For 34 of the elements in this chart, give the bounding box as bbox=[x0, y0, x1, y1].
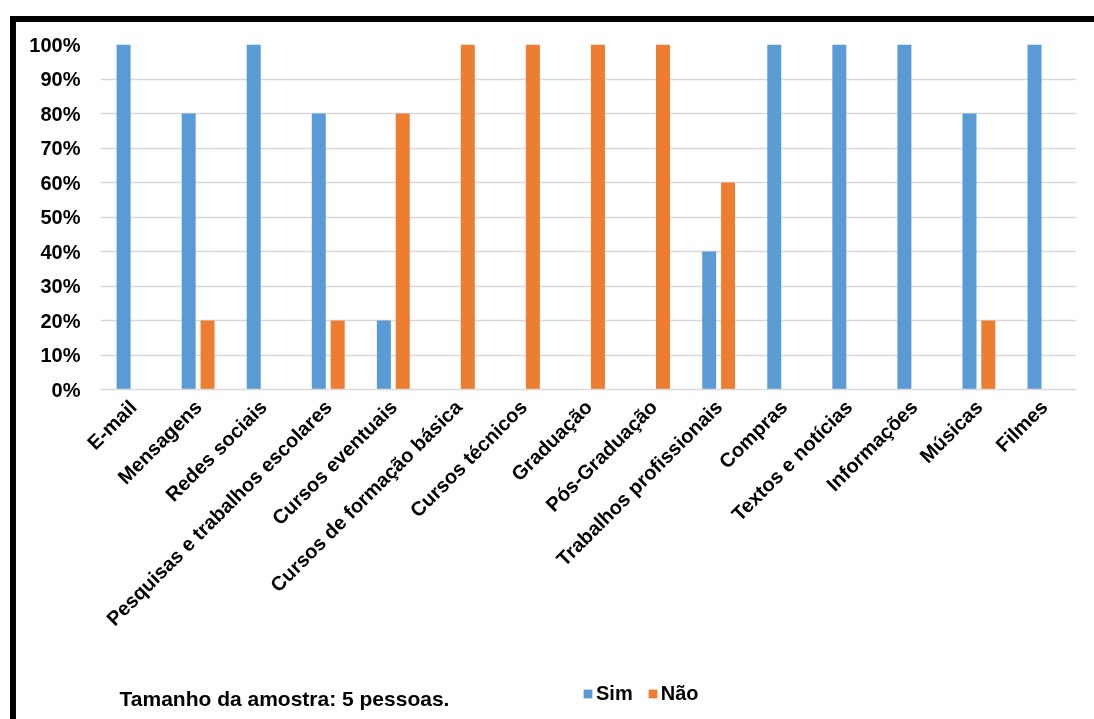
y-tick-label: 90% bbox=[40, 68, 81, 90]
bar bbox=[181, 113, 196, 390]
bar bbox=[1027, 44, 1042, 390]
bar bbox=[981, 320, 996, 390]
y-tick-label: 20% bbox=[40, 309, 81, 332]
legend-label: Não bbox=[660, 682, 699, 705]
bar bbox=[395, 113, 410, 390]
y-tick-label: 40% bbox=[40, 240, 81, 263]
bar bbox=[200, 320, 215, 390]
bar bbox=[832, 44, 847, 390]
bar bbox=[656, 44, 670, 390]
bar bbox=[721, 182, 736, 390]
bar bbox=[962, 113, 977, 390]
bar bbox=[376, 320, 391, 390]
y-tick-label: 10% bbox=[40, 344, 81, 366]
bar bbox=[767, 44, 782, 390]
bar bbox=[330, 320, 345, 390]
y-tick-label: 80% bbox=[40, 102, 81, 125]
bar bbox=[525, 44, 540, 390]
y-tick-label: 50% bbox=[40, 206, 81, 228]
y-tick-label: 60% bbox=[40, 171, 81, 194]
y-tick-label: 100% bbox=[29, 33, 81, 56]
bar bbox=[246, 44, 261, 390]
bar bbox=[897, 44, 912, 390]
bar bbox=[116, 44, 131, 390]
y-tick-label: 70% bbox=[40, 137, 81, 159]
y-tick-label: 0% bbox=[51, 378, 81, 401]
bar bbox=[702, 251, 717, 390]
legend-label: Sim bbox=[596, 682, 633, 705]
y-tick-label: 30% bbox=[40, 275, 81, 297]
bar bbox=[311, 113, 326, 390]
bar bbox=[460, 44, 475, 390]
text: Tamanho da amostra: 5 pessoas. bbox=[119, 687, 450, 710]
bar bbox=[590, 44, 605, 390]
